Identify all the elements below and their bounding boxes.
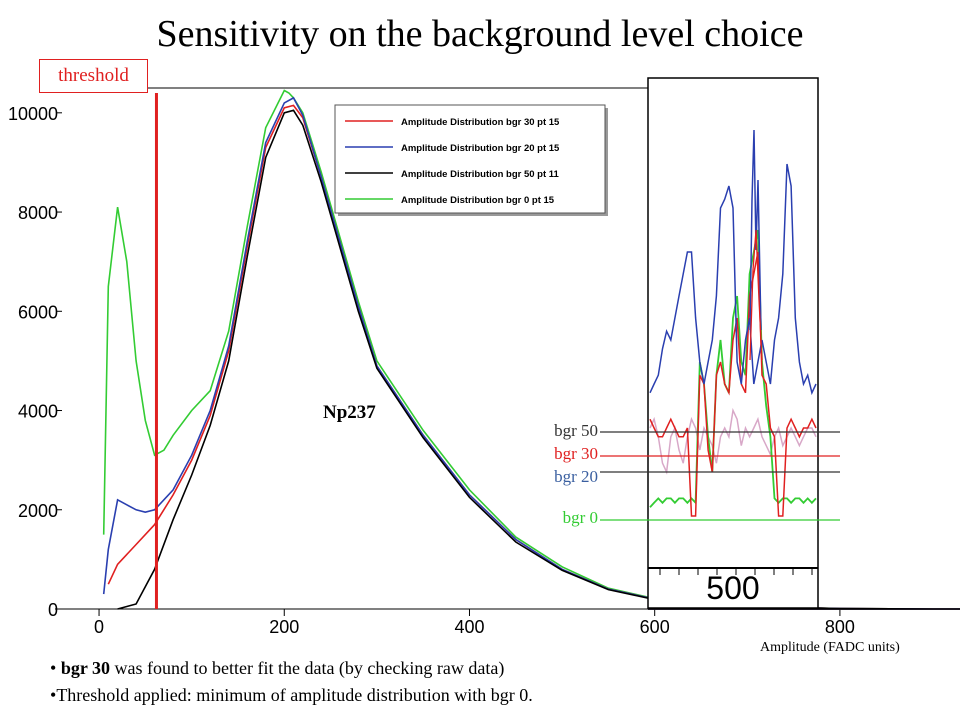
- inset-label-bgr20: bgr 20: [554, 467, 598, 486]
- slide-title: Sensitivity on the background level choi…: [156, 13, 804, 55]
- y-tick-label: 6000: [18, 302, 58, 322]
- x-axis-title: Amplitude (FADC units): [760, 640, 900, 655]
- x-tick-label: 400: [454, 617, 484, 637]
- y-tick-label: 4000: [18, 402, 58, 422]
- legend-entry: Amplitude Distribution bgr 30 pt 15: [401, 117, 560, 128]
- bullet-list: • bgr 30 was found to better fit the dat…: [50, 655, 533, 709]
- inset-spike-red: [749, 229, 763, 361]
- inset-tick-label: 500: [706, 570, 759, 606]
- y-tick-label: 2000: [18, 501, 58, 521]
- x-tick-label: 800: [825, 617, 855, 637]
- x-tick-label: 600: [640, 617, 670, 637]
- legend-box: [334, 104, 606, 214]
- x-tick-label: 200: [269, 617, 299, 637]
- x-tick-label: 0: [94, 617, 104, 637]
- threshold-label: threshold: [39, 59, 148, 93]
- inset-spike-blue: [749, 129, 762, 331]
- bullet-1: • bgr 30 was found to better fit the dat…: [50, 658, 505, 678]
- bullet-1-bold: bgr 30: [60, 658, 110, 678]
- bullet-2: •Threshold applied: minimum of amplitude…: [50, 685, 533, 705]
- bullet-2-text: Threshold applied: minimum of amplitude …: [56, 685, 533, 705]
- legend-entry: Amplitude Distribution bgr 50 pt 11: [401, 169, 560, 180]
- inset-trace-blue: [649, 163, 817, 396]
- y-tick-label: 8000: [18, 203, 58, 223]
- legend-entry: Amplitude Distribution bgr 0 pt 15: [401, 195, 555, 206]
- inset-trace-pink: [649, 407, 817, 475]
- bullet-1-text: was found to better fit the data (by che…: [110, 658, 505, 678]
- y-tick-label: 0: [48, 600, 58, 620]
- inset-trace-green: [649, 229, 817, 508]
- inset-label-bgr30: bgr 30: [554, 444, 598, 463]
- y-tick-label: 10000: [8, 104, 58, 124]
- inset-label-bgr0: bgr 0: [562, 508, 598, 527]
- sample-label: Np237: [323, 402, 376, 423]
- legend-entry: Amplitude Distribution bgr 20 pt 15: [401, 143, 560, 154]
- inset-trace-red: [649, 251, 817, 517]
- inset-label-bgr50: bgr 50: [554, 421, 598, 440]
